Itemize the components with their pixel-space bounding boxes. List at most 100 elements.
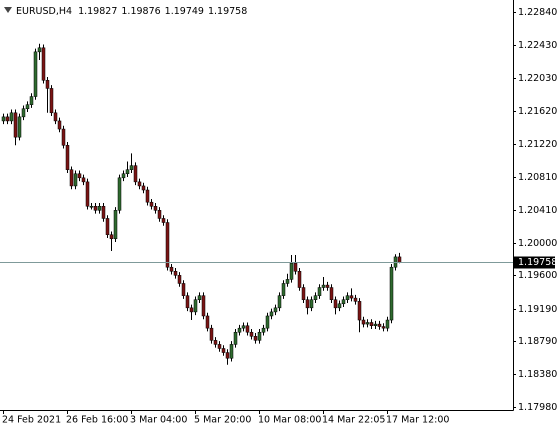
candle-body (85, 181, 90, 207)
candle-body (237, 327, 242, 333)
candle-body (101, 206, 106, 219)
candle-body (21, 108, 26, 118)
candle-body (105, 218, 110, 235)
candle-body (161, 218, 166, 223)
candle-body (5, 116, 10, 122)
candle-body (253, 336, 258, 341)
y-tick-label: 1.19600 (518, 270, 557, 281)
y-tick-label: 1.21620 (518, 106, 557, 117)
candle-body (201, 295, 206, 317)
candle-body (181, 283, 186, 296)
candle-body (273, 307, 278, 313)
candle-body (365, 322, 370, 325)
header-open: 1.19827 (78, 6, 117, 17)
candle-body (141, 185, 146, 191)
candle-body (313, 295, 318, 300)
candle-body (249, 331, 254, 337)
candle-body (389, 266, 394, 321)
candle-body (213, 340, 218, 345)
candle-body (321, 284, 326, 288)
candle-body (277, 295, 282, 309)
current-price-box (514, 256, 555, 269)
candle-body (229, 344, 234, 359)
candle-body (45, 80, 50, 89)
candle-body (341, 299, 346, 305)
candle-body (265, 315, 270, 329)
header-high: 1.19876 (121, 6, 160, 17)
candle-body (289, 262, 294, 280)
candle-body (309, 299, 314, 309)
candle-body (57, 120, 62, 130)
candle-body (369, 322, 374, 326)
candle-body (209, 327, 214, 341)
candle-body (353, 297, 358, 302)
candle-body (109, 234, 114, 240)
y-tick-label: 1.17980 (518, 402, 557, 413)
candle-body (93, 206, 98, 211)
candle-body (349, 295, 354, 299)
symbol: EURUSD,H4 (16, 6, 72, 17)
y-tick-label: 1.22030 (518, 73, 557, 84)
candle-body (261, 327, 266, 333)
candle-body (205, 315, 210, 329)
y-tick-label: 1.18380 (518, 369, 557, 380)
y-tick-label: 1.18790 (518, 336, 557, 347)
candle-body (269, 311, 274, 317)
candle-body (169, 266, 174, 272)
x-tick-label: 5 Mar 20:00 (194, 415, 251, 426)
x-tick-label: 14 Mar 22:05 (322, 415, 385, 426)
candle-body (165, 222, 170, 268)
candle-body (145, 189, 150, 203)
y-tick-label: 1.22430 (518, 40, 557, 51)
candle-body (317, 287, 322, 296)
candle-body (377, 323, 382, 327)
candle-body (113, 210, 118, 240)
candle-body (357, 301, 362, 321)
y-tick-label: 1.20810 (518, 172, 557, 183)
candle-body (293, 262, 298, 272)
candle-body (9, 112, 14, 122)
candle-body (97, 206, 102, 211)
candle-body (129, 165, 134, 170)
candle-body (337, 303, 342, 309)
candle-body (17, 116, 22, 138)
candle-body (77, 173, 82, 179)
candle-body (121, 173, 126, 179)
candle-body (117, 177, 122, 211)
candle-body (1, 116, 6, 122)
candle-body (221, 348, 226, 353)
candle-body (177, 275, 182, 284)
candle-body (233, 331, 238, 345)
candle-body (157, 210, 162, 219)
candle-body (197, 295, 202, 300)
candle-body (53, 112, 58, 122)
candle-body (325, 284, 330, 288)
candle-body (297, 271, 302, 288)
candle-body (73, 173, 78, 187)
candle-body (33, 51, 38, 97)
candle-body (373, 323, 378, 326)
candle-body (13, 112, 18, 138)
x-tick-label: 24 Feb 2021 (2, 415, 61, 426)
x-tick-label: 3 Mar 04:00 (130, 415, 187, 426)
candle-body (189, 307, 194, 313)
candle-body (217, 344, 222, 349)
candle-body (285, 279, 290, 284)
candle-body (225, 352, 230, 359)
y-tick-label: 1.20000 (518, 238, 557, 249)
candle-body (329, 287, 334, 300)
candle-body (381, 326, 386, 329)
x-tick-label: 17 Mar 12:00 (386, 415, 449, 426)
candle-body (81, 177, 86, 183)
candle-body (125, 169, 130, 175)
header-close: 1.19758 (208, 6, 247, 17)
candle-body (333, 299, 338, 309)
candle-body (29, 96, 34, 105)
candle-body (241, 325, 246, 329)
x-tick-label: 10 Mar 08:00 (258, 415, 321, 426)
candle-body (65, 145, 70, 170)
y-tick-label: 1.19190 (518, 304, 557, 315)
candle-body (257, 331, 262, 341)
